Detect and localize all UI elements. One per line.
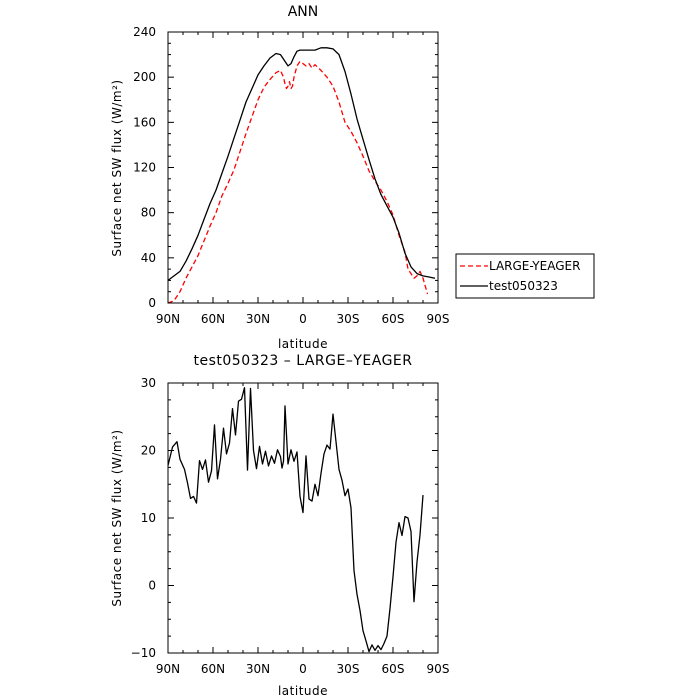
top-y-tick-label: 200 — [133, 70, 156, 84]
bottom-x-tick-label: 60S — [382, 662, 405, 676]
top-x-tick-label: 30S — [337, 312, 360, 326]
top-y-tick-label: 160 — [133, 115, 156, 129]
bottom-y-tick-label: 0 — [148, 579, 156, 593]
top-series-line-test050323 — [167, 47, 436, 281]
bottom-y-tick-label: 10 — [141, 511, 156, 525]
top-x-tick-label: 0 — [299, 312, 307, 326]
legend-box — [455, 253, 595, 299]
top-panel: ANN 90N 60N 30N 0 30S 60S 90S 0 40 80 120 160 200 240… — [110, 4, 595, 351]
bottom-plot-frame — [167, 382, 439, 654]
top-y-tick-label: 120 — [133, 161, 156, 175]
bottom-x-tick-label: 0 — [299, 662, 307, 676]
bottom-x-tick-label: 30N — [246, 662, 270, 676]
top-y-tick-label: 80 — [141, 206, 156, 220]
top-x-tick-label: 60N — [201, 312, 225, 326]
bottom-x-tick-label: 90S — [427, 662, 450, 676]
top-x-tick-label: 60S — [382, 312, 405, 326]
legend: LARGE-YEAGER test050323 — [455, 253, 595, 299]
top-y-axis-label: Surface net SW flux (W/m²) — [110, 79, 124, 256]
bottom-panel: test050323 – LARGE–YEAGER 90N 60N 30N 0 30S 6… — [110, 353, 449, 698]
bottom-y-axis-label: Surface net SW flux (W/m²) — [110, 429, 124, 606]
top-chart-title: ANN — [288, 4, 319, 20]
bottom-x-tick-label: 90N — [156, 662, 180, 676]
bottom-series-line-difference — [167, 387, 424, 653]
top-series-line-large-yeager — [167, 60, 429, 304]
bottom-y-tick-label: 20 — [141, 444, 156, 458]
bottom-x-tick-label: 30S — [337, 662, 360, 676]
top-x-tick-label: 90S — [427, 312, 450, 326]
bottom-x-tick-label: 60N — [201, 662, 225, 676]
bottom-y-tick-label: −10 — [131, 646, 156, 660]
top-x-tick-label: 30N — [246, 312, 270, 326]
top-plot-frame — [167, 31, 439, 304]
top-y-tick-label: 0 — [148, 296, 156, 310]
legend-label-test050323: test050323 — [489, 279, 558, 293]
bottom-chart-title: test050323 – LARGE–YEAGER — [194, 353, 413, 369]
top-y-tick-label: 240 — [133, 25, 156, 39]
top-y-tick-label: 40 — [141, 251, 156, 265]
bottom-x-axis-label: latitude — [278, 684, 328, 698]
legend-label-large-yeager: LARGE-YEAGER — [489, 259, 580, 273]
top-x-axis-label: latitude — [278, 337, 328, 351]
top-x-tick-label: 90N — [156, 312, 180, 326]
bottom-y-tick-label: 30 — [141, 376, 156, 390]
